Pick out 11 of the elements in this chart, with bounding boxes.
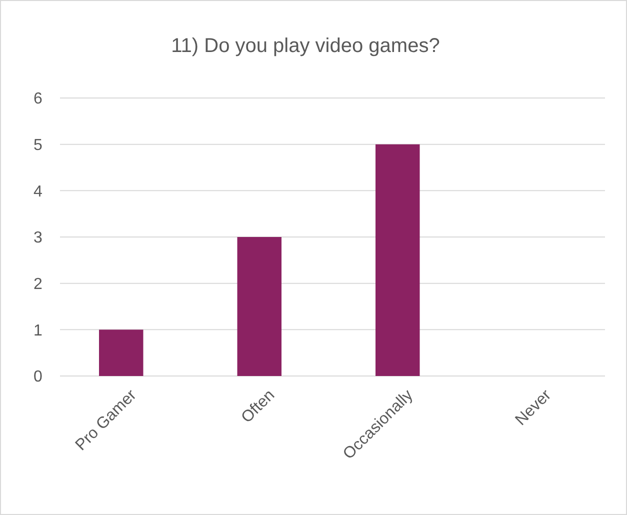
y-tick-label: 2 [34, 276, 43, 293]
y-tick-label: 3 [34, 230, 43, 247]
y-tick-label: 5 [34, 136, 43, 154]
bar [237, 237, 282, 376]
y-tick-label: 4 [34, 183, 43, 200]
y-tick-label: 1 [34, 322, 43, 340]
y-tick-label: 0 [34, 368, 43, 386]
chart-title: 11) Do you play video games? [171, 35, 440, 57]
bar [376, 144, 420, 376]
y-tick-label: 6 [34, 90, 43, 108]
bar [99, 330, 144, 376]
